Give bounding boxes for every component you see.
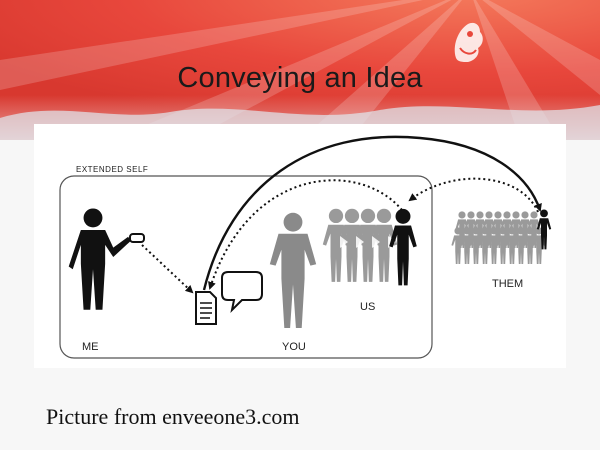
you-person-icon: [269, 212, 317, 328]
you-label: YOU: [282, 341, 306, 353]
speech-bubble-icon: [221, 271, 263, 314]
message-to-document-arrow: [141, 244, 194, 294]
us-label: US: [360, 301, 375, 313]
them-label: THEM: [492, 278, 523, 290]
them-to-us-arrow: [408, 177, 539, 213]
document-icon: [195, 291, 217, 325]
message-icon: [129, 233, 145, 243]
me-label: ME: [82, 341, 99, 353]
extended-self-label: EXTENDED SELF: [76, 165, 148, 174]
slide-title: Conveying an Idea: [177, 62, 423, 94]
slide-caption: Picture from enveeone3.com: [46, 404, 300, 429]
me-person-icon: [68, 208, 131, 310]
document-to-them-arrow: [202, 135, 542, 291]
extended-self-boundary: [59, 175, 433, 359]
lion-logo: [454, 22, 483, 63]
us-to-document-arrow: [208, 179, 403, 290]
